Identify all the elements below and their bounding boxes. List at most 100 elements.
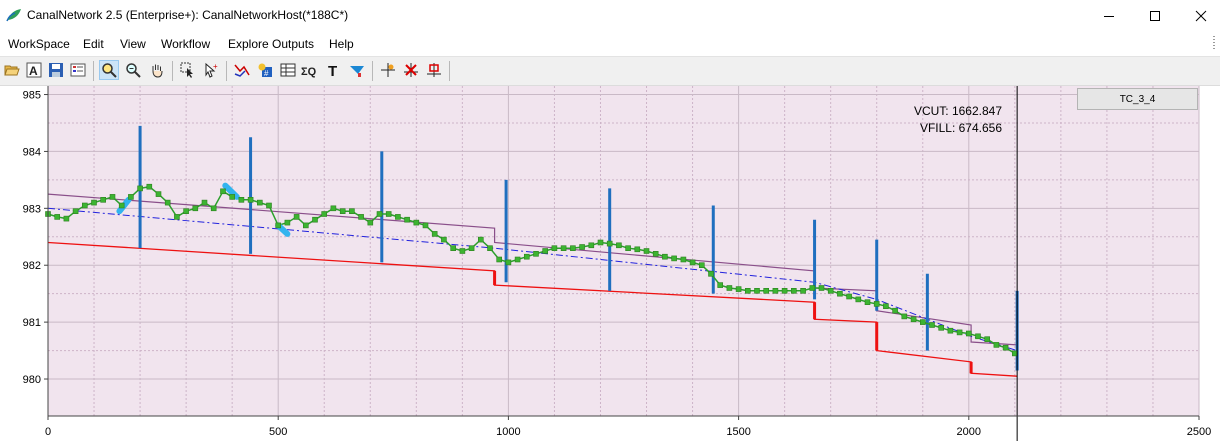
ground-point[interactable] [155, 191, 162, 197]
font-button[interactable]: A [24, 60, 44, 80]
ground-point[interactable] [551, 245, 558, 251]
pan-button[interactable] [147, 60, 167, 80]
ground-point[interactable] [956, 329, 963, 336]
menu-view[interactable]: View [120, 37, 146, 51]
ground-point[interactable] [588, 242, 595, 249]
ground-point[interactable] [174, 214, 180, 220]
ground-point[interactable] [744, 287, 751, 294]
ground-point[interactable] [570, 245, 576, 251]
ground-point[interactable] [947, 327, 954, 334]
ground-point[interactable] [662, 253, 668, 260]
ground-point[interactable] [210, 205, 217, 212]
menu-workflow[interactable]: Workflow [161, 37, 211, 51]
ground-point[interactable] [100, 197, 106, 203]
ground-point[interactable] [846, 293, 852, 300]
ground-point[interactable] [312, 216, 318, 223]
legend-button[interactable]: TC_3_4 [1077, 88, 1198, 110]
ground-point[interactable] [82, 202, 88, 209]
ground-point[interactable] [137, 185, 143, 192]
ground-point[interactable] [965, 330, 972, 337]
ground-point[interactable] [404, 216, 410, 223]
ground-point[interactable] [901, 313, 908, 320]
menu-edit[interactable]: Edit [83, 37, 104, 51]
ground-point[interactable] [395, 214, 401, 220]
menu-help[interactable]: Help [329, 37, 354, 51]
ground-point[interactable] [413, 219, 420, 226]
calculate-button[interactable]: # [255, 60, 275, 80]
profile-chart[interactable]: 980 981 982 983 984 985 0 500 1000 1500 2000 2500 [0, 85, 1220, 441]
ground-point[interactable] [883, 303, 889, 310]
menu-explore-outputs[interactable]: Explore Outputs [228, 37, 315, 51]
close-button[interactable] [1178, 0, 1220, 32]
ground-point[interactable] [63, 215, 70, 222]
ground-point[interactable] [164, 199, 171, 206]
ground-point[interactable] [220, 188, 226, 195]
ground-point[interactable] [118, 202, 125, 209]
ground-point[interactable] [533, 251, 539, 257]
ground-point[interactable] [975, 333, 981, 340]
ground-point[interactable] [1002, 344, 1009, 351]
ground-point[interactable] [496, 256, 503, 263]
ground-point[interactable] [229, 194, 235, 200]
ground-point[interactable] [735, 286, 742, 292]
pointer-add-button[interactable]: + [201, 60, 221, 80]
ground-point[interactable] [477, 236, 484, 243]
ground-point[interactable] [680, 256, 687, 263]
ground-point[interactable] [790, 287, 797, 294]
ground-point[interactable] [754, 287, 760, 294]
ground-point[interactable] [560, 245, 567, 251]
ground-point[interactable] [689, 259, 696, 266]
ground-point[interactable] [993, 342, 1000, 348]
ground-point[interactable] [302, 222, 309, 229]
ground-point[interactable] [708, 270, 714, 277]
ground-point[interactable] [938, 324, 945, 331]
ground-point[interactable] [984, 336, 991, 343]
ground-point[interactable] [293, 214, 300, 220]
ground-point[interactable] [431, 231, 438, 237]
ground-point[interactable] [781, 287, 788, 294]
ground-point[interactable] [505, 259, 512, 266]
ground-point[interactable] [873, 301, 880, 307]
marker-button[interactable] [424, 60, 444, 80]
ground-point[interactable] [358, 214, 364, 220]
ground-point[interactable] [183, 208, 189, 214]
ground-point[interactable] [201, 199, 208, 206]
ground-point[interactable] [514, 256, 521, 263]
ground-point[interactable] [523, 253, 530, 260]
zoom-window-button[interactable] [99, 60, 119, 80]
ground-point[interactable] [910, 316, 917, 323]
menu-workspace[interactable]: WorkSpace [8, 37, 70, 51]
ground-point[interactable] [827, 287, 834, 294]
ground-point[interactable] [459, 248, 466, 254]
ground-point[interactable] [763, 287, 770, 294]
ground-point[interactable] [726, 285, 733, 291]
polyline-button[interactable] [232, 60, 252, 80]
maximize-button[interactable] [1132, 0, 1178, 32]
ground-point[interactable] [542, 248, 549, 254]
ground-point[interactable] [275, 222, 282, 229]
ground-point[interactable] [385, 211, 392, 217]
ground-point[interactable] [109, 194, 116, 200]
sigma-button[interactable]: ΣQ [301, 60, 321, 80]
ground-point[interactable] [330, 205, 337, 212]
ground-point[interactable] [634, 246, 641, 253]
ground-point[interactable] [247, 197, 254, 203]
ground-point[interactable] [146, 183, 153, 190]
ground-point[interactable] [321, 211, 328, 217]
ground-point[interactable] [422, 222, 429, 229]
ground-point[interactable] [238, 197, 245, 203]
save-button[interactable] [46, 60, 66, 80]
ground-point[interactable] [256, 199, 263, 206]
minimize-button[interactable] [1086, 0, 1132, 32]
ground-point[interactable] [616, 242, 622, 249]
open-button[interactable] [2, 60, 22, 80]
properties-button[interactable] [68, 60, 88, 80]
ground-point[interactable] [818, 285, 825, 291]
ground-point[interactable] [809, 285, 816, 291]
ground-point[interactable] [717, 282, 724, 288]
ground-point[interactable] [855, 296, 862, 303]
ground-point[interactable] [606, 240, 613, 247]
ground-point[interactable] [597, 239, 604, 246]
ground-point[interactable] [91, 199, 97, 206]
ground-point[interactable] [349, 208, 355, 214]
